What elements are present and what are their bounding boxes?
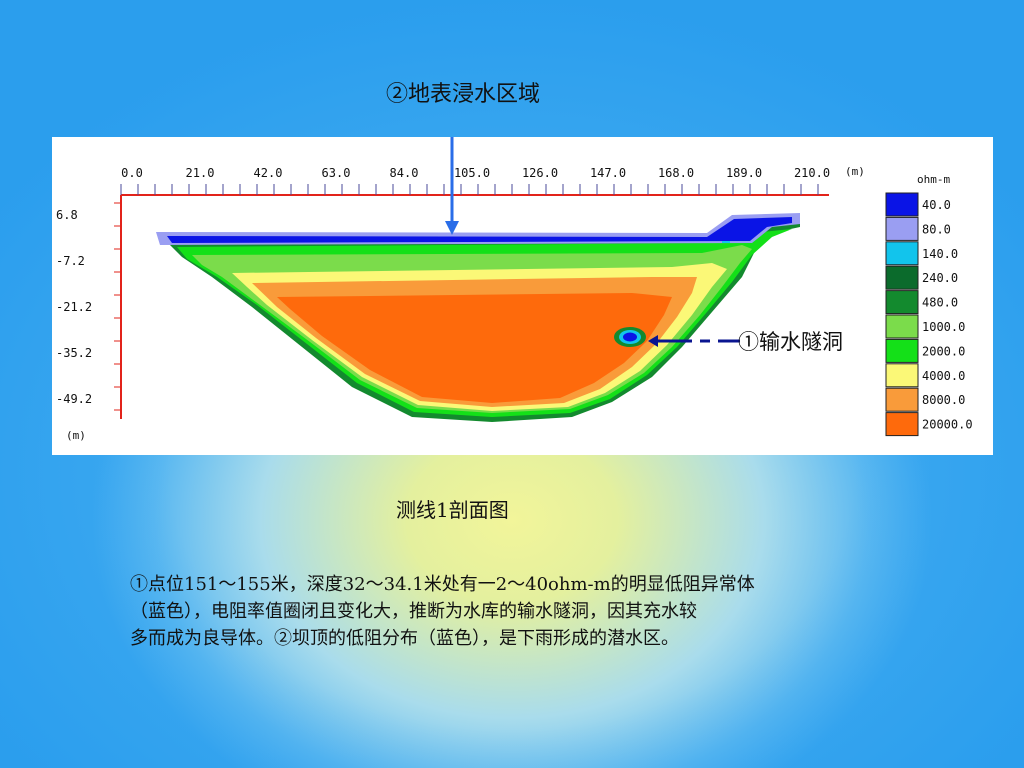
x-tick-label: 126.0	[522, 166, 558, 180]
legend-swatch	[885, 314, 919, 339]
x-tick-label: 210.0	[794, 166, 830, 180]
x-tick-label: 84.0	[390, 166, 419, 180]
resistivity-section	[156, 213, 800, 422]
legend-label: 240.0	[922, 271, 958, 285]
resistivity-profile-panel: 0.0 21.0 42.0 63.0 84.0 105.0 126.0 147.0 168.0 1…	[52, 103, 993, 455]
x-tick-label: 189.0	[726, 166, 762, 180]
tunnel-label: ①输水隧洞	[738, 330, 843, 354]
legend-label: 40.0	[922, 198, 951, 212]
description-line: ①点位151～155米，深度32～34.1米处有一2～40ohm-m的明显低阻异…	[130, 574, 755, 595]
legend-swatch	[885, 412, 919, 437]
description-line: （蓝色），电阻率值圈闭且变化大，推断为水库的输水隧洞，因其充水较	[130, 601, 697, 622]
y-unit-label: (m)	[66, 429, 86, 442]
legend-label: 80.0	[922, 222, 951, 236]
legend-swatch	[885, 363, 919, 388]
axes	[114, 184, 829, 419]
legend-swatch	[885, 216, 919, 241]
x-tick-label: 42.0	[254, 166, 283, 180]
profile-figure: 0.0 21.0 42.0 63.0 84.0 105.0 126.0 147.0 168.0 1…	[56, 103, 973, 442]
y-tick-labels: 6.8 -7.2 -21.2 -35.2 -49.2	[56, 208, 92, 406]
legend-swatch	[885, 192, 919, 217]
legend-label: 2000.0	[922, 344, 965, 358]
legend-swatch	[885, 387, 919, 412]
description-line: 多而成为良导体。②坝顶的低阻分布（蓝色），是下雨形成的潜水区。	[130, 628, 679, 649]
x-tick-labels: 0.0 21.0 42.0 63.0 84.0 105.0 126.0 147.0 168.0 1…	[121, 166, 830, 180]
surface-water-label: ②地表浸水区域	[386, 82, 541, 107]
legend-swatch	[885, 241, 919, 266]
y-tick-label: -21.2	[56, 300, 92, 314]
x-tick-label: 168.0	[658, 166, 694, 180]
surface-arrow-head-icon	[445, 221, 459, 235]
legend-label: 140.0	[922, 247, 958, 261]
legend-swatch	[885, 338, 919, 363]
y-tick-label: 6.8	[56, 208, 78, 222]
x-unit-label: (m)	[845, 165, 865, 178]
legend-label: 20000.0	[922, 418, 973, 432]
x-tick-label: 21.0	[186, 166, 215, 180]
legend: 40.0 80.0 140.0 240.0 480.0 1000.0 2000.0 4000.…	[885, 192, 973, 437]
x-tick-label: 63.0	[322, 166, 351, 180]
legend-label: 8000.0	[922, 393, 965, 407]
legend-label: 1000.0	[922, 320, 965, 334]
legend-unit: ohm-m	[917, 173, 950, 186]
legend-swatch	[885, 290, 919, 315]
description: ①点位151～155米，深度32～34.1米处有一2～40ohm-m的明显低阻异…	[130, 571, 870, 652]
x-tick-label: 105.0	[454, 166, 490, 180]
figure-caption: 测线1剖面图	[396, 498, 509, 522]
x-tick-label: 0.0	[121, 166, 143, 180]
y-tick-label: -35.2	[56, 346, 92, 360]
x-tick-label: 147.0	[590, 166, 626, 180]
y-tick-label: -49.2	[56, 392, 92, 406]
tunnel-arrow-head-icon	[648, 335, 658, 347]
legend-label: 480.0	[922, 296, 958, 310]
y-tick-label: -7.2	[56, 254, 85, 268]
legend-label: 4000.0	[922, 369, 965, 383]
legend-swatch	[885, 265, 919, 290]
